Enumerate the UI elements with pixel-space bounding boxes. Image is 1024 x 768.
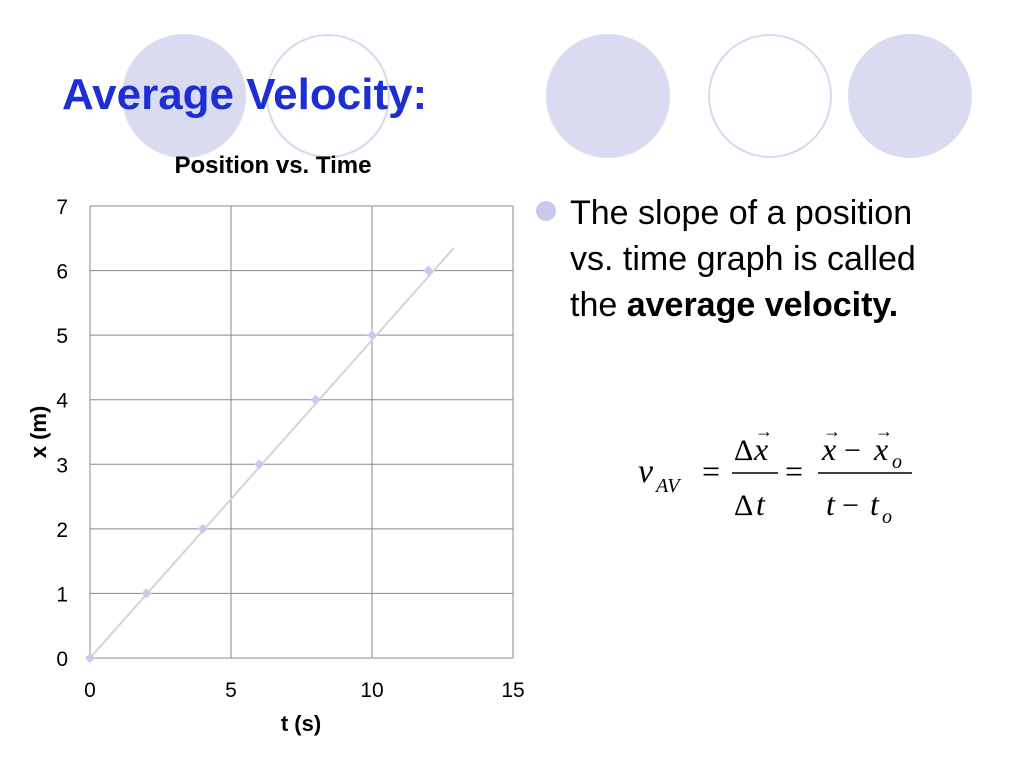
y-axis-label: x (m) <box>26 406 51 459</box>
y-tick-label: 4 <box>56 390 68 413</box>
y-tick-label: 0 <box>56 648 68 671</box>
y-tick-label: 1 <box>56 583 68 606</box>
y-tick-label: 6 <box>56 261 68 284</box>
formula-v: v <box>638 453 654 490</box>
formula-vector-arrow-icon: → <box>823 421 841 441</box>
y-tick-label: 3 <box>56 454 68 477</box>
bullet-text-bold: average velocity. <box>626 286 899 324</box>
x-tick-label: 10 <box>360 679 383 702</box>
formula-t-bottom: t <box>756 486 766 522</box>
decor-circle-2 <box>266 34 390 158</box>
formula-x-num-2: x <box>873 431 888 467</box>
formula-equals-1: = <box>702 453 720 489</box>
decor-circle-3 <box>546 34 670 158</box>
x-tick-label: 15 <box>501 679 524 702</box>
chart-grid <box>89 205 514 659</box>
bullet-text-plain: The slope of a position vs. time graph i… <box>570 194 916 324</box>
y-tick-label: 7 <box>56 196 68 219</box>
formula-vector-arrow-icon: → <box>755 421 773 441</box>
decor-circle-4 <box>708 34 832 158</box>
formula-minus-num: − <box>844 434 861 467</box>
x-tick-label: 0 <box>84 679 96 702</box>
formula-x-top: x <box>753 431 768 467</box>
trendline <box>89 247 455 659</box>
data-point <box>310 394 321 405</box>
formula-t-den: t <box>826 486 836 522</box>
formula-sub-o-den: o <box>882 506 892 528</box>
chart-trendline <box>89 247 455 659</box>
bullet-dot-icon <box>536 201 556 221</box>
x-tick-label: 5 <box>225 679 237 702</box>
data-point <box>197 523 208 534</box>
formula-v-subscript: AV <box>654 475 682 497</box>
y-tick-label: 5 <box>56 325 68 348</box>
formula-vector-arrow-icon: → <box>875 421 893 441</box>
formula-delta-bottom: Δ <box>734 489 753 522</box>
formula-sub-o-num: o <box>892 451 902 473</box>
x-axis-label: t (s) <box>281 711 321 736</box>
data-point <box>254 459 265 470</box>
chart-title: Position vs. Time <box>175 152 372 179</box>
y-tick-label: 2 <box>56 519 68 542</box>
data-point <box>141 588 152 599</box>
decor-circle-1 <box>122 34 246 158</box>
bullet-item: The slope of a position vs. time graph i… <box>536 190 936 328</box>
formula-minus-den: − <box>842 489 859 522</box>
formula-delta-top: Δ <box>734 434 753 467</box>
average-velocity-formula: v AV = Δ x → Δ t = x → − x → o t − t o <box>638 421 912 528</box>
y-tick-labels: 0 1 2 3 4 5 6 7 <box>56 196 68 671</box>
formula-t-den-2: t <box>870 486 880 522</box>
decor-circle-5 <box>848 34 972 158</box>
data-point <box>367 330 377 341</box>
chart-points <box>85 265 434 663</box>
data-point <box>85 653 95 663</box>
x-tick-labels: 0 5 10 15 <box>84 679 525 702</box>
bullet-text: The slope of a position vs. time graph i… <box>570 190 936 328</box>
data-point <box>423 265 434 276</box>
formula-x-num: x <box>821 431 836 467</box>
slide-title: Average Velocity: <box>62 70 428 119</box>
formula-equals-2: = <box>785 453 803 489</box>
